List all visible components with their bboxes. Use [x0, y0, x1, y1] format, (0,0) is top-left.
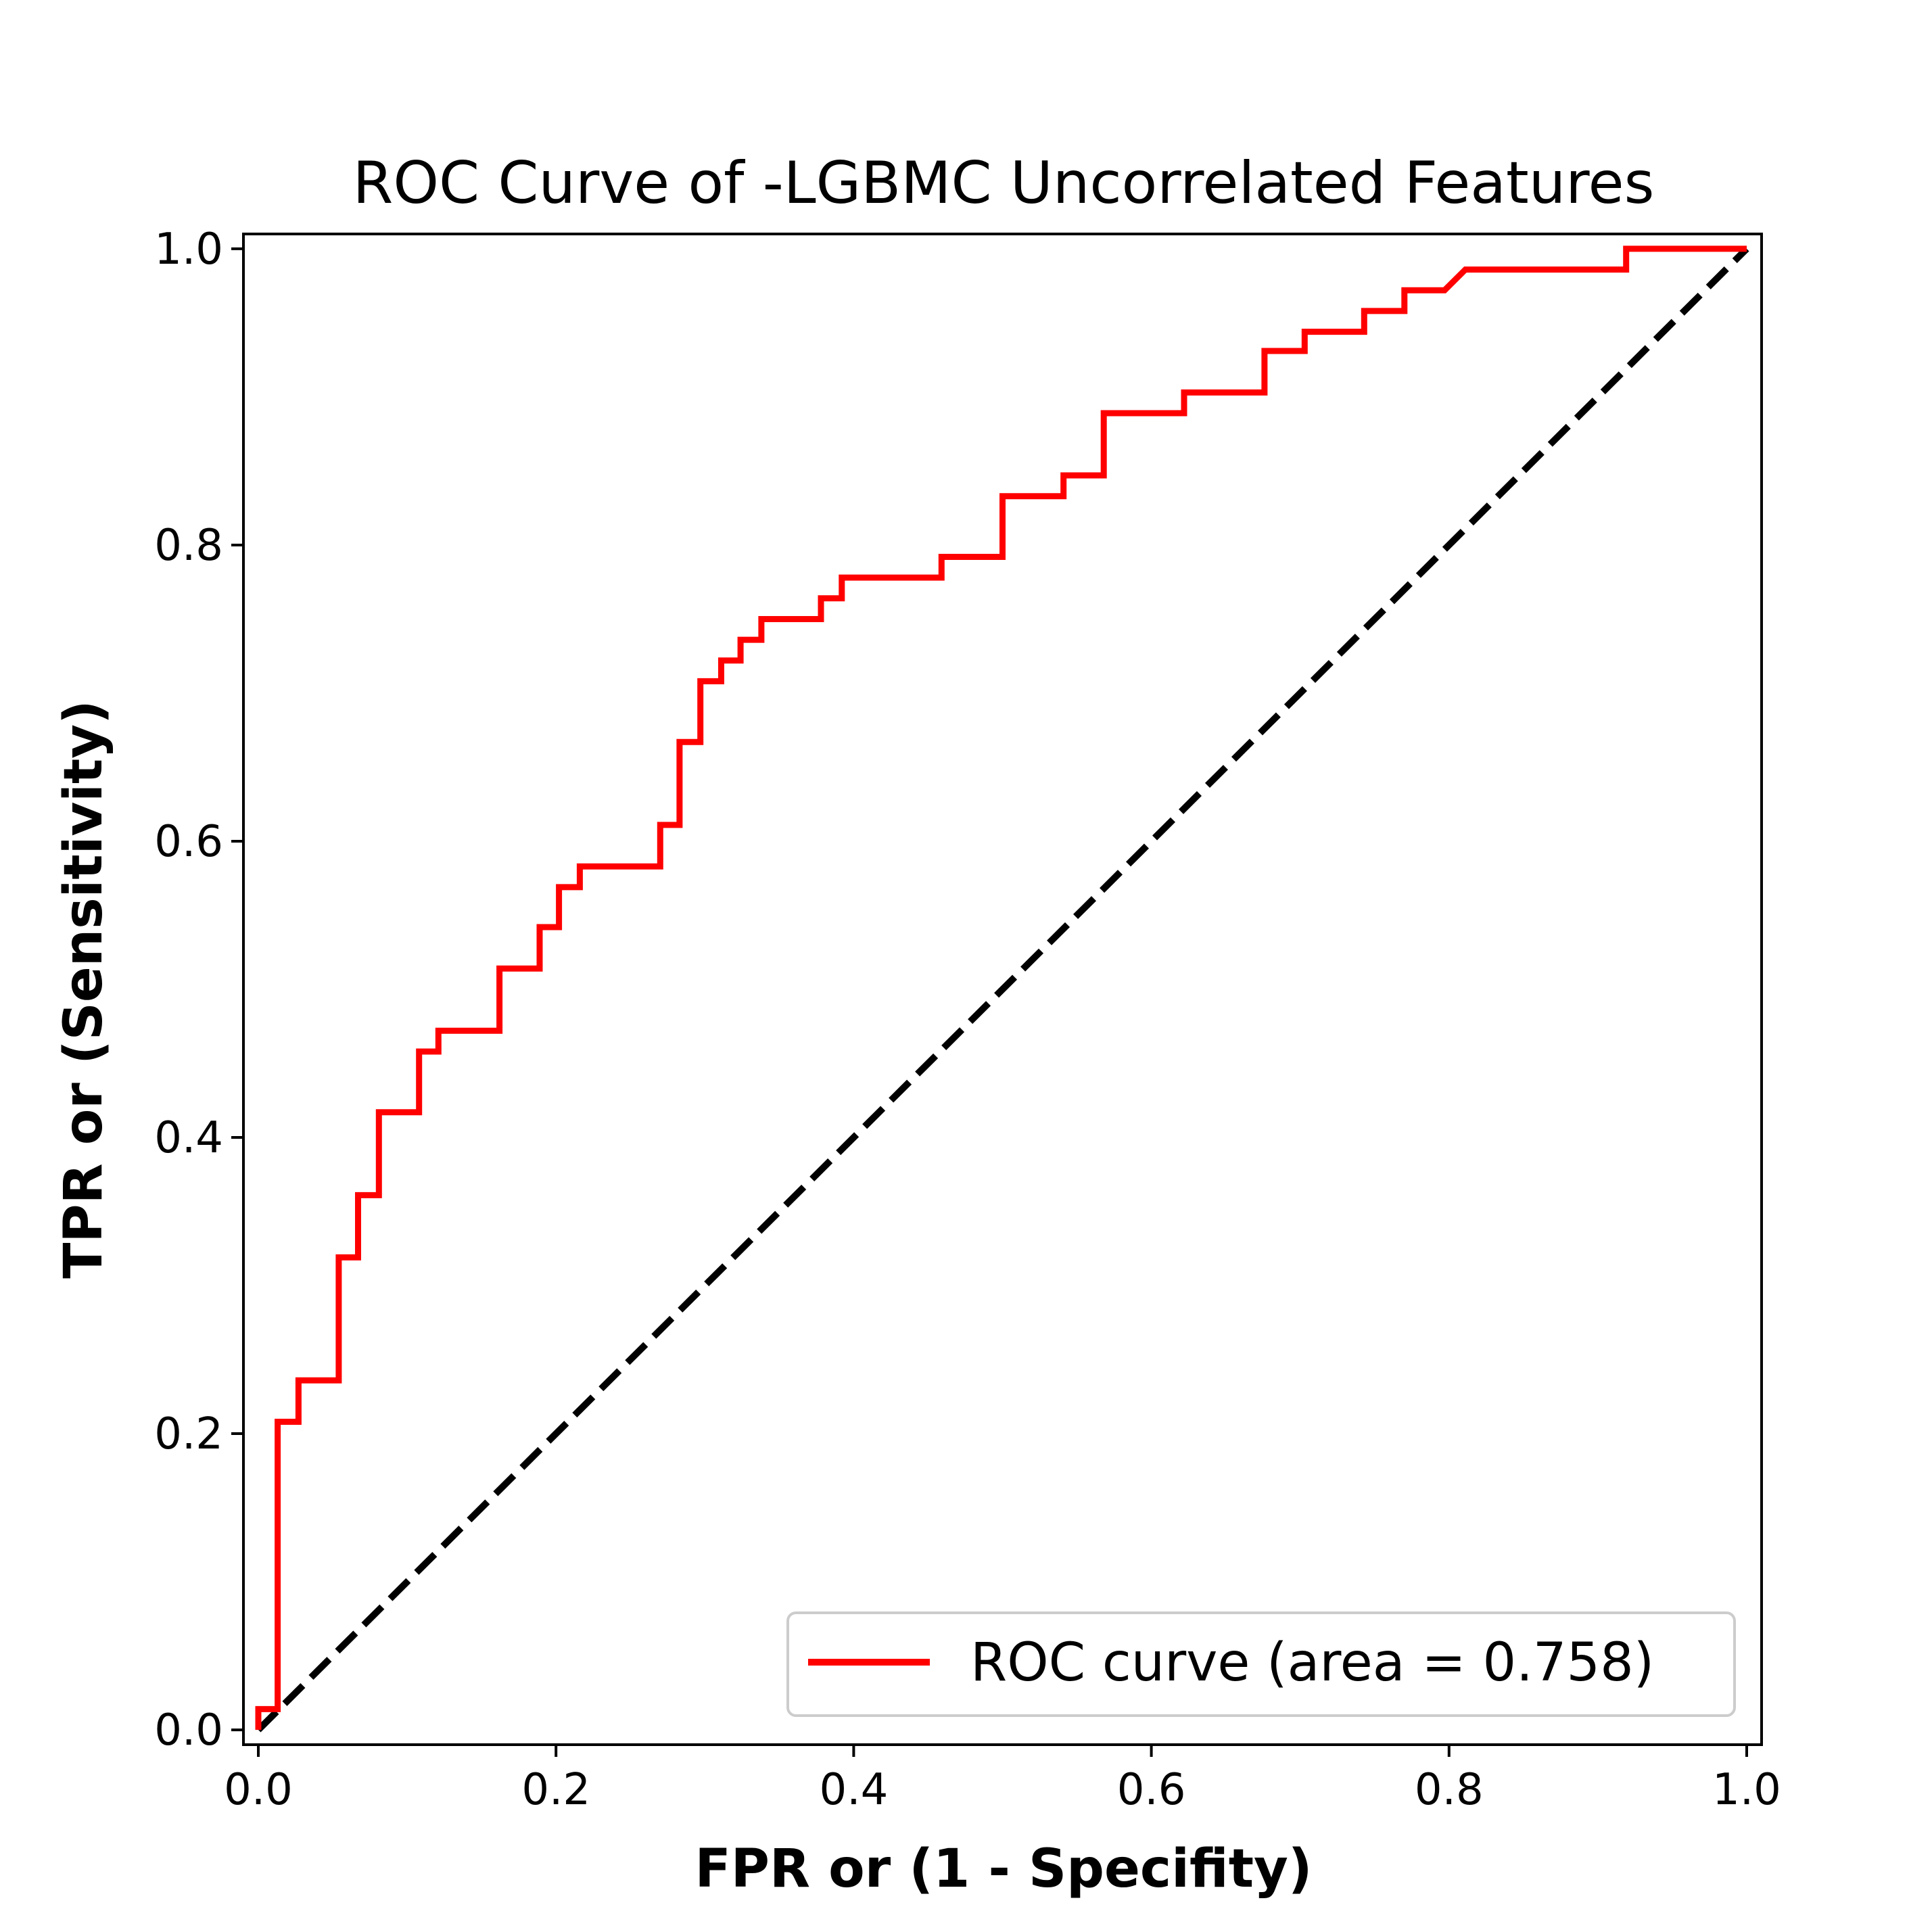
roc-curve-line — [255, 245, 1747, 1730]
y-tick-label: 0.8 — [154, 521, 223, 571]
axis-ticks: 0.0 0.2 0.4 0.6 0.8 1.0 0.0 0.2 0.4 0.6 0.8 1.0 — [154, 225, 1781, 1815]
x-tick-label: 0.6 — [1117, 1765, 1186, 1815]
legend-label-roc: ROC curve (area = 0.758) — [970, 1632, 1654, 1693]
x-tick-label: 0.0 — [224, 1765, 293, 1815]
y-axis-label: TPR or (Sensitivity) — [53, 700, 114, 1279]
chance-diagonal-line — [256, 246, 1749, 1733]
axes-frame — [242, 233, 1763, 1746]
chart-title: ROC Curve of -LGBMC Uncorrelated Feature… — [353, 149, 1655, 217]
legend-box — [786, 1611, 1736, 1717]
x-tick-label: 0.2 — [521, 1765, 590, 1815]
x-tick-label: 0.4 — [820, 1765, 889, 1815]
y-tick-label: 1.0 — [154, 225, 223, 275]
y-tick-label: 0.0 — [154, 1705, 223, 1756]
legend: ROC curve (area = 0.758) — [786, 1611, 1736, 1717]
y-tick-label: 0.2 — [154, 1409, 223, 1459]
plot-area — [255, 245, 1749, 1733]
y-tick-label: 0.6 — [154, 817, 223, 867]
x-axis-label: FPR or (1 - Specifity) — [695, 1839, 1313, 1900]
x-tick-label: 1.0 — [1712, 1765, 1781, 1815]
y-tick-label: 0.4 — [154, 1113, 223, 1163]
x-tick-label: 0.8 — [1415, 1765, 1484, 1815]
